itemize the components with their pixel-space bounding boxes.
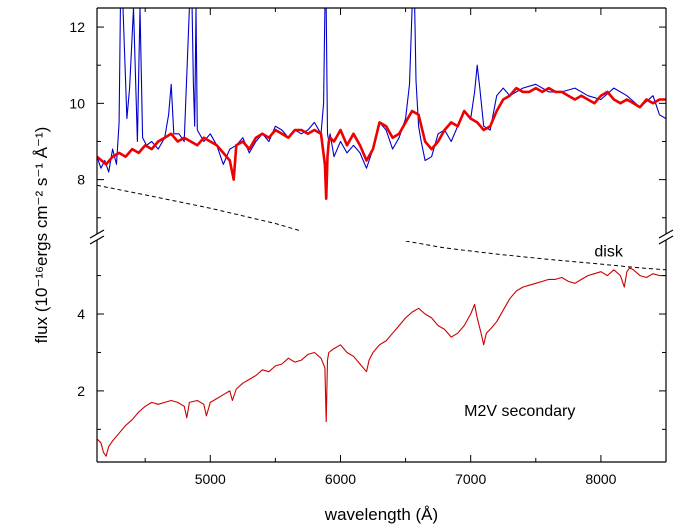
y-tick-label: 10 [69,95,85,111]
series-secondary [97,267,666,457]
annotation-disk: disk [594,243,623,260]
y-axis-title: flux (10⁻¹⁶ergs cm⁻² s⁻¹ Å⁻¹) [32,127,51,344]
axis-break-mark [89,235,105,245]
y-tick-label: 12 [69,19,85,35]
series-observed [97,8,666,173]
series-layer [97,8,666,457]
axis-break-mark [89,229,105,239]
x-tick-label: 5000 [195,471,226,487]
x-tick-label: 7000 [455,471,486,487]
y-tick-label: 8 [77,172,85,188]
axis-break-mark [658,235,674,245]
series-disk-lower [405,241,666,271]
y-tick-label: 4 [77,306,85,322]
x-tick-label: 8000 [585,471,616,487]
annotation-m2v-secondary: M2V secondary [464,403,575,420]
series-disk [97,184,302,232]
y-tick-label: 2 [77,383,85,399]
axes-layer [89,7,674,463]
x-tick-label: 6000 [325,471,356,487]
series-model [97,86,666,200]
axis-break-mark [658,229,674,239]
x-axis-title: wavelength (Å) [324,505,438,524]
text-layer: 5000 6000 7000 8000 8 10 12 2 4 wavelength (Å) flu… [32,19,624,524]
